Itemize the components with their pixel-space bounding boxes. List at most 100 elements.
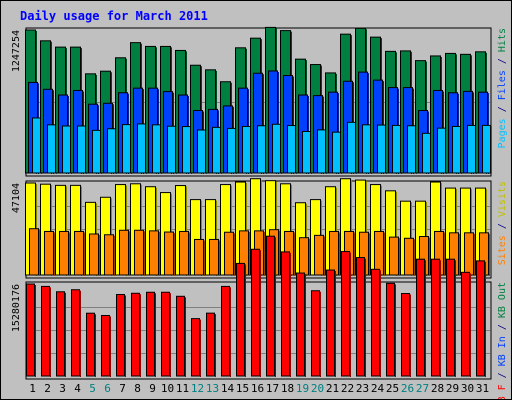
x-tick-label: 4 [74, 382, 81, 395]
panel-visits: 47104 Sites / Visits [11, 178, 508, 279]
legend-entry: Files [497, 70, 508, 100]
bar-kb-f-day-25 [386, 282, 396, 377]
x-tick-label: 17 [266, 382, 279, 395]
bar-kb-f-day-13 [206, 312, 216, 377]
bar-kb-f-day-23 [356, 257, 366, 377]
x-tick-label: 31 [476, 382, 489, 395]
bar-kb-f-day-27 [416, 258, 426, 377]
x-tick-label: 9 [149, 382, 156, 395]
x-tick-label: 21 [326, 382, 339, 395]
bar-sites-day-3 [59, 230, 70, 276]
x-tick-label: 10 [161, 382, 174, 395]
bar-kb-f-day-4 [71, 289, 81, 377]
x-tick-label: 20 [311, 382, 324, 395]
bar-sites-day-6 [104, 234, 115, 276]
bar-kb-f-day-14 [221, 285, 231, 377]
x-tick-label: 6 [104, 382, 111, 395]
x-tick-label: 14 [221, 382, 235, 395]
bar-sites-day-4 [74, 230, 85, 276]
legend-entry: Sites [497, 235, 508, 265]
bar-kb-f-day-5 [86, 312, 96, 377]
bar-sites-day-7 [119, 229, 130, 276]
bar-kb-f-day-1 [26, 283, 36, 377]
x-tick-label: 19 [296, 382, 309, 395]
bar-sites-day-19 [299, 237, 310, 276]
legend-entry: Hits [497, 28, 508, 52]
bar-kb-f-day-19 [296, 272, 306, 377]
x-tick-label: 2 [44, 382, 51, 395]
panel-hits-ymax-label: 1247254 [11, 30, 22, 72]
bar-kb-f-day-6 [101, 314, 111, 377]
panel-kbytes-ymax-label: 15280176 [11, 284, 22, 332]
bar-sites-day-2 [44, 230, 55, 276]
bar-kb-f-day-16 [251, 248, 261, 377]
x-tick-label: 8 [134, 382, 141, 395]
x-tick-label: 7 [119, 382, 126, 395]
x-tick-label: 26 [401, 382, 414, 395]
bar-kb-f-day-28 [431, 258, 441, 377]
x-tick-label: 5 [89, 382, 96, 395]
bar-sites-day-10 [164, 231, 175, 276]
bar-kb-f-day-11 [176, 295, 186, 377]
x-tick-label: 18 [281, 382, 294, 395]
panel-hits: 1247254 Pages / Files / Hits [11, 26, 508, 177]
panel-visits-ymax-label: 47104 [11, 183, 22, 213]
x-tick-label: 13 [206, 382, 219, 395]
bar-sites-day-25 [389, 236, 400, 276]
legend-entry: / [497, 217, 508, 235]
bar-kb-f-day-12 [191, 318, 201, 377]
legend-entry: Visits [497, 181, 508, 217]
chart-panels: 1247254 Pages / Files / Hits 47104 Sites / … [11, 26, 508, 399]
panel-visits-legend: Sites / Visits [497, 181, 508, 265]
bar-kb-f-day-21 [326, 269, 336, 377]
bar-kb-f-day-9 [146, 291, 156, 377]
x-tick-label: 27 [416, 382, 429, 395]
bar-kb-f-day-20 [311, 290, 321, 377]
bar-sites-day-30 [464, 232, 475, 276]
bar-kb-f-day-7 [116, 293, 126, 377]
bar-kb-f-day-3 [56, 291, 66, 377]
x-tick-label: 15 [236, 382, 249, 395]
bar-sites-day-12 [194, 238, 205, 276]
legend-entry: / [497, 100, 508, 118]
bar-sites-day-21 [329, 230, 340, 276]
bar-kb-f-day-26 [401, 293, 411, 377]
x-tick-label: 30 [461, 382, 474, 395]
bar-sites-day-1 [29, 228, 40, 276]
legend-entry: Pages [497, 118, 508, 148]
x-tick-label: 25 [386, 382, 399, 395]
bar-kb-f-day-31 [476, 260, 486, 377]
legend-entry: / [497, 366, 508, 384]
bar-kb-f-day-29 [446, 258, 456, 377]
bar-sites-day-9 [149, 230, 160, 276]
x-tick-label: 23 [356, 382, 369, 395]
x-tick-label: 16 [251, 382, 264, 395]
bar-kb-f-day-17 [266, 235, 276, 377]
bar-sites-day-20 [314, 234, 325, 276]
bar-kb-f-day-2 [41, 285, 51, 377]
panel-kbytes: 15280176 KB F / KB In / KB Out [11, 235, 508, 399]
bar-sites-day-14 [224, 231, 235, 276]
bar-sites-day-13 [209, 238, 220, 276]
x-tick-label: 3 [59, 382, 66, 395]
bar-sites-day-11 [179, 230, 190, 276]
x-tick-label: 28 [431, 382, 444, 395]
panel-kbytes-legend: KB F / KB In / KB Out [497, 282, 508, 399]
bar-kb-f-day-8 [131, 292, 141, 377]
x-tick-label: 11 [176, 382, 189, 395]
bar-pages-day-31 [482, 124, 492, 174]
bar-sites-day-8 [134, 229, 145, 276]
x-tick-label: 24 [371, 382, 385, 395]
legend-entry: KB Out [497, 282, 508, 318]
bar-kb-f-day-18 [281, 251, 291, 377]
x-tick-label: 22 [341, 382, 354, 395]
bar-kb-f-day-22 [341, 251, 351, 377]
bar-kb-f-day-10 [161, 291, 171, 377]
x-tick-label: 12 [191, 382, 204, 395]
bar-kb-f-day-24 [371, 268, 381, 377]
bar-kb-f-day-15 [236, 262, 246, 377]
x-tick-label: 29 [446, 382, 459, 395]
x-axis-day-labels: 1 2 3 4 5 6 7 8 9 10 11 12 13 14 15 16 17 18 19 20 21 22 23 24 2… [29, 382, 489, 395]
